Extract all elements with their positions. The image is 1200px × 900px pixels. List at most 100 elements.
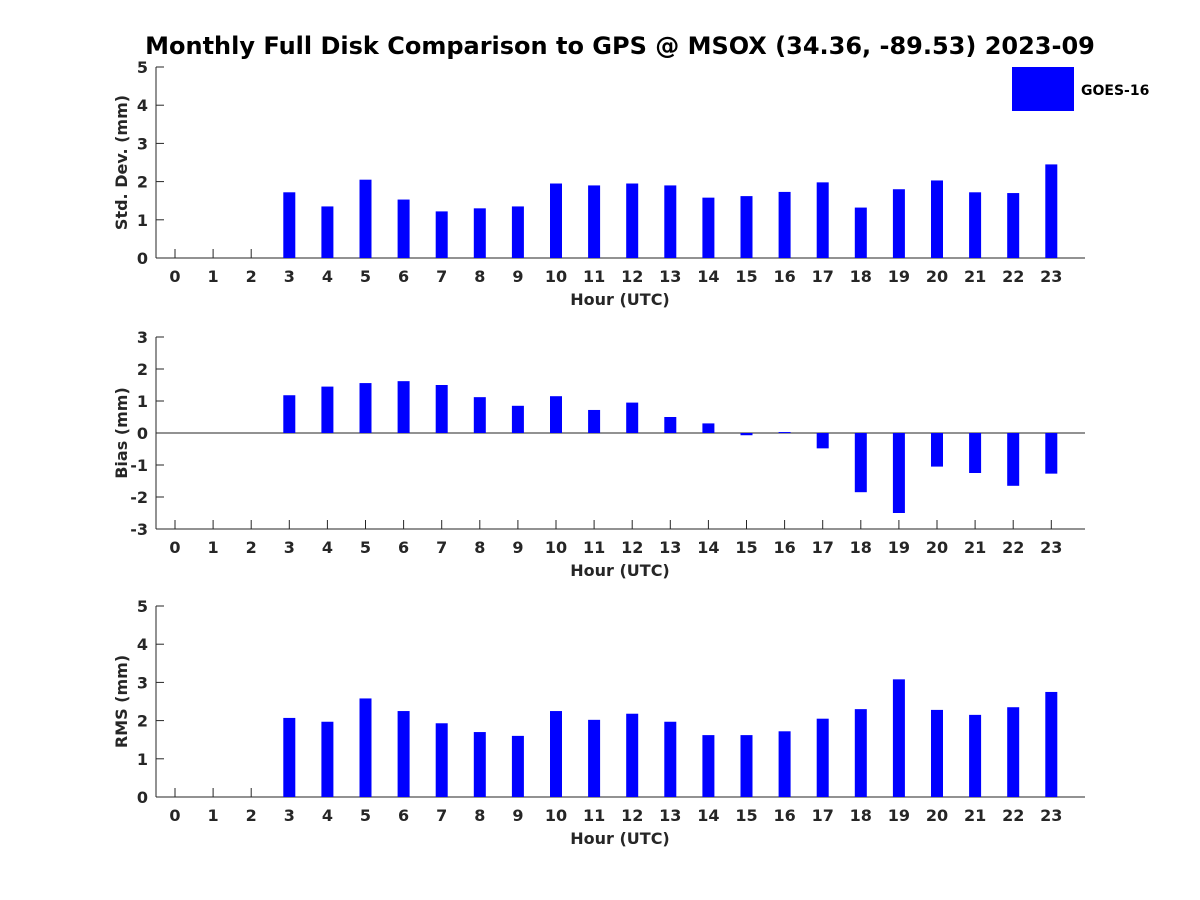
rms-x-tick-label: 14: [697, 806, 719, 825]
stddev-x-tick-label: 20: [926, 267, 948, 286]
rms-x-tick-label: 5: [360, 806, 371, 825]
stddev-bar-hour-19: [892, 189, 905, 258]
bias-y-tick-label: 2: [137, 360, 148, 379]
rms-bar-hour-4: [321, 721, 334, 797]
bias-x-tick-label: 1: [208, 538, 219, 557]
stddev-bar-hour-5: [359, 179, 372, 258]
stddev-x-tick-label: 3: [284, 267, 295, 286]
rms-bar-hour-3: [283, 717, 296, 797]
bias-y-tick-label: -2: [130, 488, 148, 507]
stddev-y-tick-label: 0: [137, 249, 148, 268]
rms-x-tick-label: 21: [964, 806, 986, 825]
rms-y-axis-label: RMS (mm): [112, 655, 131, 748]
rms-bar-hour-18: [854, 709, 867, 797]
rms-bar-hour-6: [397, 711, 410, 797]
stddev-bar-hour-12: [626, 183, 639, 258]
stddev-bar-hour-20: [931, 180, 943, 258]
bias-x-tick-label: 19: [888, 538, 910, 557]
stddev-bar-hour-18: [854, 207, 867, 258]
rms-x-tick-label: 16: [773, 806, 795, 825]
bias-x-tick-label: 18: [850, 538, 872, 557]
bias-x-tick-label: 12: [621, 538, 643, 557]
rms-bar-hour-12: [626, 713, 639, 797]
bias-x-tick-label: 2: [246, 538, 257, 557]
stddev-x-tick-label: 0: [169, 267, 180, 286]
rms-x-tick-label: 11: [583, 806, 605, 825]
rms-x-tick-label: 17: [812, 806, 834, 825]
legend: GOES-16: [1012, 67, 1149, 111]
stddev-x-tick-label: 7: [436, 267, 447, 286]
bias-x-tick-label: 15: [735, 538, 757, 557]
bias-x-tick-label: 20: [926, 538, 948, 557]
stddev-x-tick-label: 6: [398, 267, 409, 286]
bias-y-tick-label: -1: [130, 456, 148, 475]
bias-bar-hour-14: [702, 423, 715, 433]
bias-bar-hour-9: [511, 405, 524, 433]
stddev-x-tick-label: 23: [1040, 267, 1062, 286]
bias-x-tick-label: 22: [1002, 538, 1024, 557]
bias-bar-hour-4: [321, 386, 334, 433]
stddev-x-tick-label: 16: [773, 267, 795, 286]
bias-x-tick-label: 4: [322, 538, 333, 557]
rms-y-tick-label: 3: [137, 673, 148, 692]
rms-x-tick-label: 4: [322, 806, 333, 825]
rms-x-tick-label: 7: [436, 806, 447, 825]
bias-bar-hour-16: [778, 432, 791, 434]
stddev-bar-hour-14: [702, 197, 715, 258]
rms-x-tick-label: 8: [474, 806, 485, 825]
stddev-x-tick-label: 1: [208, 267, 219, 286]
stddev-bar-hour-10: [550, 183, 562, 258]
bias-bar-hour-15: [740, 433, 753, 436]
stddev-y-axis-label: Std. Dev. (mm): [112, 95, 131, 230]
rms-bar-hour-22: [1007, 707, 1020, 797]
bias-bar-hour-8: [473, 397, 486, 433]
bias-bar-hour-12: [626, 402, 639, 433]
stddev-bar-hour-8: [473, 208, 486, 258]
stddev-bar-hour-11: [588, 185, 601, 258]
bias-x-tick-label: 3: [284, 538, 295, 557]
bias-x-axis-label: Hour (UTC): [570, 561, 670, 580]
rms-bar-hour-17: [816, 718, 829, 797]
stddev-x-axis-label: Hour (UTC): [570, 290, 670, 309]
bias-bar-hour-21: [969, 433, 982, 473]
bias-x-tick-label: 23: [1040, 538, 1062, 557]
legend-swatch: [1012, 67, 1074, 111]
rms-x-tick-label: 13: [659, 806, 681, 825]
stddev-y-tick-label: 4: [137, 96, 148, 115]
stddev-bar-hour-6: [397, 199, 410, 258]
rms-x-tick-label: 22: [1002, 806, 1024, 825]
bias-x-tick-label: 0: [169, 538, 180, 557]
stddev-x-tick-label: 18: [850, 267, 872, 286]
bias-y-tick-label: 0: [137, 424, 148, 443]
legend-label: GOES-16: [1081, 83, 1149, 99]
rms-x-tick-label: 15: [735, 806, 757, 825]
stddev-y-tick-label: 5: [137, 58, 148, 77]
bias-y-tick-label: 3: [137, 328, 148, 347]
stddev-bar-hour-17: [816, 182, 829, 258]
stddev-y-tick-label: 2: [137, 173, 148, 192]
rms-x-tick-label: 1: [208, 806, 219, 825]
rms-x-tick-label: 18: [850, 806, 872, 825]
rms-x-tick-label: 12: [621, 806, 643, 825]
bias-bar-hour-23: [1045, 433, 1058, 474]
stddev-bar-hour-9: [511, 206, 524, 258]
bias-y-axis-label: Bias (mm): [112, 387, 131, 479]
stddev-x-tick-label: 21: [964, 267, 986, 286]
bias-bar-hour-20: [931, 433, 943, 467]
stddev-y-tick-label: 3: [137, 134, 148, 153]
rms-bar-hour-10: [550, 711, 562, 797]
rms-y-tick-label: 0: [137, 788, 148, 807]
rms-bar-hour-14: [702, 735, 715, 797]
rms-x-tick-label: 23: [1040, 806, 1062, 825]
bias-y-tick-label: 1: [137, 392, 148, 411]
stddev-x-tick-label: 11: [583, 267, 605, 286]
rms-y-tick-label: 1: [137, 750, 148, 769]
stddev-bar-hour-7: [435, 211, 448, 258]
bias-bar-hour-13: [664, 417, 677, 433]
rms-y-tick-label: 2: [137, 712, 148, 731]
rms-bar-hour-23: [1045, 691, 1058, 797]
rms-bar-hour-21: [969, 714, 982, 797]
